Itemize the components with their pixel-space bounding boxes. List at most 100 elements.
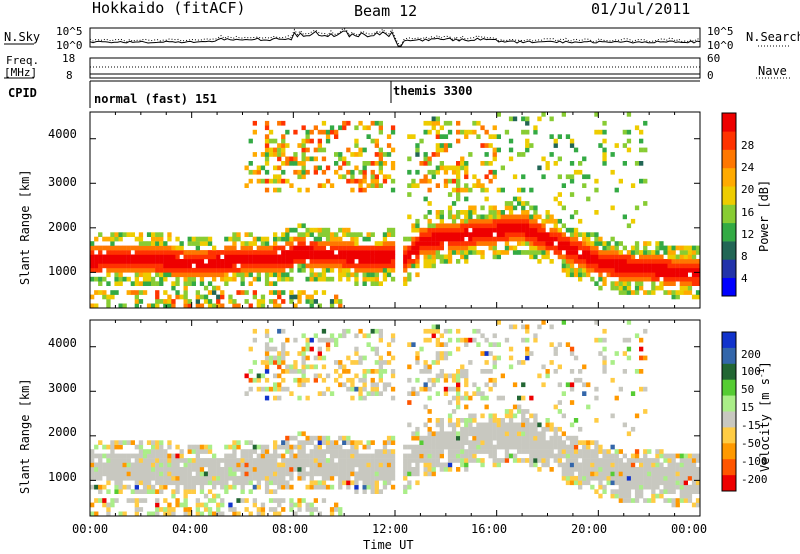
velocity-cell — [443, 467, 449, 472]
velocity-cell — [98, 471, 103, 477]
velocity-cell — [415, 360, 420, 365]
power-cell — [496, 223, 501, 229]
velocity-cell — [268, 458, 274, 463]
power-cell — [639, 254, 644, 260]
velocity-cell — [240, 453, 245, 459]
power-cell — [293, 294, 298, 300]
velocity-cell — [643, 480, 648, 486]
velocity-cell — [346, 369, 351, 374]
velocity-cell — [504, 444, 510, 450]
velocity-cell — [248, 489, 253, 494]
power-cell — [517, 241, 522, 246]
power-cell — [521, 218, 526, 224]
power-cell — [240, 263, 245, 269]
power-cell — [639, 161, 644, 166]
velocity-cell — [626, 458, 632, 463]
velocity-cell — [155, 458, 160, 463]
power-cell — [309, 250, 314, 255]
power-cell — [163, 276, 168, 282]
velocity-cell — [492, 342, 497, 347]
power-colorbar-swatch — [722, 113, 736, 132]
velocity-cell — [374, 489, 379, 494]
velocity-cell — [533, 337, 538, 343]
power-cell — [342, 241, 347, 246]
vel-cbar-tick-200: 200 — [741, 348, 761, 361]
velocity-cell — [464, 337, 469, 343]
velocity-cell — [411, 435, 416, 441]
power-cell — [98, 263, 103, 269]
power-cell — [541, 236, 546, 242]
power-cell — [163, 290, 168, 295]
velocity-cell — [456, 337, 461, 343]
velocity-cell — [362, 333, 367, 339]
velocity-cell — [155, 511, 160, 517]
power-cell — [232, 259, 237, 264]
power-cell — [232, 236, 237, 242]
velocity-cell — [508, 426, 514, 432]
velocity-cell — [675, 502, 680, 508]
velocity-cell — [297, 475, 302, 481]
velocity-cell — [427, 471, 432, 477]
power-cell — [671, 259, 676, 264]
power-cell — [281, 259, 286, 264]
power-cell — [659, 272, 664, 278]
velocity-cell — [289, 471, 294, 477]
velocity-cell — [386, 471, 392, 477]
power-cell — [472, 183, 477, 188]
power-cell — [252, 241, 257, 246]
power-cell — [94, 259, 99, 264]
power-cell — [212, 276, 217, 282]
power-cell — [268, 147, 274, 153]
velocity-cell — [573, 449, 579, 454]
velocity-cell — [610, 489, 615, 494]
power-cell — [423, 156, 428, 162]
power-cell — [537, 245, 542, 251]
velocity-cell — [297, 507, 302, 512]
power-cell — [297, 259, 302, 264]
nsearch-line — [89, 27, 701, 46]
velocity-cell — [435, 355, 440, 361]
velocity-cell — [98, 440, 103, 445]
power-cell — [268, 254, 274, 260]
velocity-cell — [325, 462, 331, 468]
power-cell — [244, 299, 249, 304]
velocity-cell — [159, 449, 164, 454]
power-cell — [256, 299, 261, 304]
velocity-cell — [472, 449, 477, 454]
power-cell — [451, 236, 457, 242]
power-cell — [248, 241, 253, 246]
velocity-cell — [285, 444, 290, 450]
power-cell — [232, 241, 237, 246]
velocity-cell — [606, 449, 611, 454]
velocity-cell — [407, 484, 412, 490]
power-cell — [268, 267, 274, 273]
velocity-cell — [281, 467, 286, 472]
velocity-cell — [643, 409, 648, 414]
velocity-cell — [195, 471, 200, 477]
velocity-cell — [167, 444, 172, 450]
velocity-cell — [98, 453, 103, 459]
power-cell — [525, 232, 530, 237]
power-cell — [691, 272, 697, 278]
velocity-cell — [545, 462, 550, 468]
velocity-cell — [488, 369, 493, 374]
power-cell — [411, 259, 416, 264]
power-cell — [110, 290, 115, 295]
power-cell — [663, 272, 668, 278]
power-cell — [411, 223, 416, 229]
velocity-cell — [354, 458, 359, 463]
power-cell — [634, 250, 640, 255]
power-cell — [411, 241, 416, 246]
power-cell — [655, 259, 660, 264]
power-cell — [655, 245, 660, 251]
velocity-cell — [179, 502, 184, 508]
velocity-cell — [443, 391, 449, 396]
power-cell — [114, 276, 119, 282]
power-cell — [325, 232, 331, 237]
velocity-cell — [403, 453, 408, 459]
power-cell — [313, 165, 318, 171]
velocity-cell — [151, 453, 156, 459]
velocity-cell — [480, 435, 485, 441]
velocity-cell — [460, 373, 465, 379]
power-cell — [390, 276, 396, 282]
